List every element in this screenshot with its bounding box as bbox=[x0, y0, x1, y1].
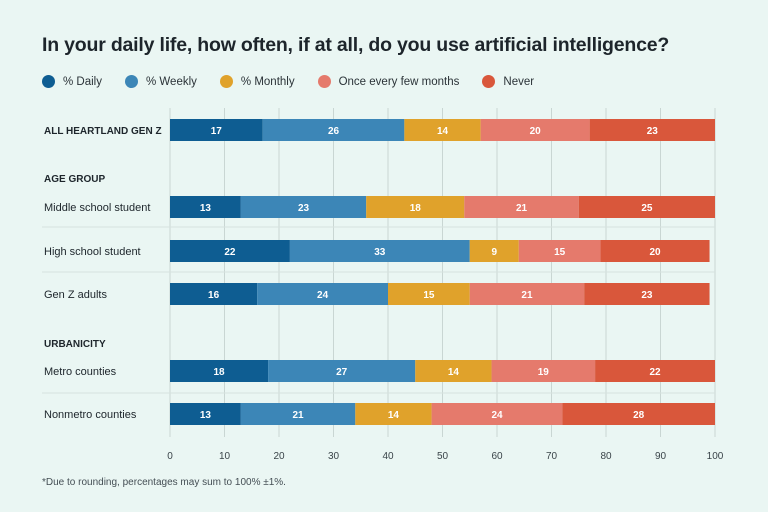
legend-swatch-few-months bbox=[317, 75, 331, 88]
data-label-high-school-student-never: 20 bbox=[649, 247, 661, 258]
bar-nonmetro-counties-monthly bbox=[355, 403, 432, 425]
category-label-metro-counties: Metro counties bbox=[44, 366, 117, 378]
bar-middle-school-student-weekly bbox=[240, 196, 367, 218]
data-label-metro-counties-once-every-few-months: 19 bbox=[538, 367, 550, 378]
category-label-high-school-student: High school student bbox=[44, 246, 141, 258]
data-label-nonmetro-counties-weekly: 21 bbox=[293, 410, 305, 421]
data-label-high-school-student-daily: 22 bbox=[224, 247, 236, 258]
x-tick-label-90: 90 bbox=[655, 451, 667, 462]
data-label-metro-counties-daily: 18 bbox=[213, 367, 225, 378]
bar-middle-school-student-never bbox=[578, 196, 715, 218]
x-tick-label-100: 100 bbox=[707, 451, 724, 462]
bar-nonmetro-counties-daily bbox=[170, 403, 241, 425]
x-tick-label-0: 0 bbox=[167, 451, 173, 462]
x-tick-label-60: 60 bbox=[491, 451, 503, 462]
bar-gen-z-adults-never bbox=[584, 283, 710, 305]
legend-swatch-monthly bbox=[219, 75, 233, 88]
data-label-gen-z-adults-never: 23 bbox=[641, 290, 653, 301]
data-label-gen-z-adults-monthly: 15 bbox=[423, 290, 435, 301]
footnote: *Due to rounding, percentages may sum to… bbox=[42, 477, 286, 488]
x-tick-label-50: 50 bbox=[437, 451, 449, 462]
data-label-nonmetro-counties-never: 28 bbox=[633, 410, 645, 421]
bar-middle-school-student-once-every-few-months bbox=[464, 196, 579, 218]
data-label-all-heartland-gen-z-once-every-few-months: 20 bbox=[530, 126, 542, 137]
bar-high-school-student-never bbox=[600, 240, 710, 262]
data-label-gen-z-adults-daily: 16 bbox=[208, 290, 220, 301]
category-label-all-heartland-gen-z: ALL HEARTLAND GEN Z bbox=[44, 126, 162, 137]
data-label-all-heartland-gen-z-never: 23 bbox=[647, 126, 659, 137]
bar-all-heartland-gen-z-weekly bbox=[262, 119, 405, 141]
x-tick-label-40: 40 bbox=[382, 451, 394, 462]
data-label-gen-z-adults-once-every-few-months: 21 bbox=[521, 290, 533, 301]
group-heading-age-group: AGE GROUP bbox=[44, 174, 105, 185]
bar-metro-counties-weekly bbox=[268, 360, 416, 382]
chart-title: In your daily life, how often, if at all… bbox=[42, 34, 670, 56]
data-label-nonmetro-counties-monthly: 14 bbox=[388, 410, 400, 421]
data-label-metro-counties-weekly: 27 bbox=[336, 367, 348, 378]
bar-all-heartland-gen-z-once-every-few-months bbox=[480, 119, 590, 141]
bar-gen-z-adults-weekly bbox=[257, 283, 388, 305]
bar-metro-counties-never bbox=[595, 360, 715, 382]
data-label-middle-school-student-weekly: 23 bbox=[298, 203, 310, 214]
legend-label-never: Never bbox=[503, 75, 535, 88]
legend-label-monthly: % Monthly bbox=[240, 75, 295, 88]
legend-label-few-months: Once every few months bbox=[338, 75, 460, 88]
legend-item-few-months: Once every few months bbox=[317, 75, 460, 88]
data-label-high-school-student-once-every-few-months: 15 bbox=[554, 247, 566, 258]
legend-swatch-daily bbox=[42, 75, 55, 88]
bar-gen-z-adults-daily bbox=[170, 283, 258, 305]
bar-high-school-student-daily bbox=[170, 240, 290, 262]
x-tick-label-30: 30 bbox=[328, 451, 340, 462]
data-label-middle-school-student-monthly: 18 bbox=[410, 203, 422, 214]
bar-all-heartland-gen-z-daily bbox=[170, 119, 263, 141]
data-label-middle-school-student-daily: 13 bbox=[200, 203, 212, 214]
x-tick-label-20: 20 bbox=[273, 451, 285, 462]
bar-all-heartland-gen-z-never bbox=[589, 119, 715, 141]
legend: % Daily % Weekly % Monthly Once every fe… bbox=[42, 75, 557, 88]
bar-metro-counties-once-every-few-months bbox=[491, 360, 596, 382]
legend-swatch-never bbox=[482, 75, 496, 88]
bar-gen-z-adults-once-every-few-months bbox=[469, 283, 585, 305]
legend-label-daily: % Daily bbox=[63, 75, 102, 88]
bar-all-heartland-gen-z-monthly bbox=[404, 119, 481, 141]
bar-metro-counties-monthly bbox=[415, 360, 492, 382]
data-label-high-school-student-weekly: 33 bbox=[374, 247, 386, 258]
bar-high-school-student-monthly bbox=[469, 240, 519, 262]
category-label-gen-z-adults: Gen Z adults bbox=[44, 289, 107, 301]
bar-middle-school-student-daily bbox=[170, 196, 241, 218]
legend-item-monthly: % Monthly bbox=[219, 75, 295, 88]
category-label-middle-school-student: Middle school student bbox=[44, 202, 150, 214]
x-tick-label-80: 80 bbox=[600, 451, 612, 462]
data-label-metro-counties-monthly: 14 bbox=[448, 367, 460, 378]
bar-gen-z-adults-monthly bbox=[388, 283, 470, 305]
bar-nonmetro-counties-once-every-few-months bbox=[431, 403, 563, 425]
bar-high-school-student-once-every-few-months bbox=[518, 240, 601, 262]
group-heading-urbanicity: URBANICITY bbox=[44, 339, 106, 350]
data-label-gen-z-adults-weekly: 24 bbox=[317, 290, 329, 301]
legend-item-daily: % Daily bbox=[42, 75, 102, 88]
bar-high-school-student-weekly bbox=[289, 240, 470, 262]
data-label-all-heartland-gen-z-daily: 17 bbox=[211, 126, 223, 137]
legend-swatch-weekly bbox=[124, 75, 138, 88]
data-label-all-heartland-gen-z-weekly: 26 bbox=[328, 126, 340, 137]
bar-middle-school-student-monthly bbox=[366, 196, 465, 218]
legend-label-weekly: % Weekly bbox=[145, 75, 197, 88]
bar-nonmetro-counties-never bbox=[562, 403, 715, 425]
x-tick-label-70: 70 bbox=[546, 451, 558, 462]
data-label-metro-counties-never: 22 bbox=[649, 367, 661, 378]
legend-item-never: Never bbox=[482, 75, 534, 88]
data-label-middle-school-student-never: 25 bbox=[641, 203, 653, 214]
data-label-nonmetro-counties-daily: 13 bbox=[200, 410, 212, 421]
bar-nonmetro-counties-weekly bbox=[240, 403, 356, 425]
data-label-all-heartland-gen-z-monthly: 14 bbox=[437, 126, 449, 137]
data-label-middle-school-student-once-every-few-months: 21 bbox=[516, 203, 528, 214]
category-label-nonmetro-counties: Nonmetro counties bbox=[44, 409, 137, 421]
legend-item-weekly: % Weekly bbox=[124, 75, 197, 88]
bar-metro-counties-daily bbox=[170, 360, 269, 382]
x-tick-label-10: 10 bbox=[219, 451, 231, 462]
data-label-nonmetro-counties-once-every-few-months: 24 bbox=[491, 410, 503, 421]
data-label-high-school-student-monthly: 9 bbox=[491, 247, 497, 258]
